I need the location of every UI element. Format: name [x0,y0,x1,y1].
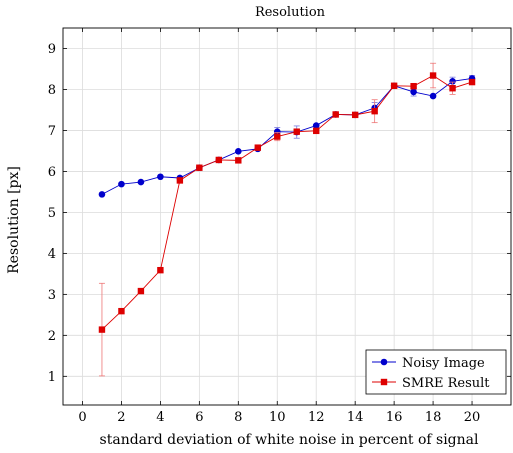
data-point-smre-result [332,111,339,118]
y-tick-label: 6 [48,165,56,180]
data-point-smre-result [157,266,164,274]
data-point-smre-result [137,287,145,295]
y-tick-label: 9 [48,42,56,57]
data-point-noisy-image [98,191,106,198]
grid [63,28,511,405]
y-tick-label: 8 [48,83,56,98]
plot-area [98,62,476,377]
legend-marker-smre [380,378,388,386]
y-tick-label: 1 [48,370,56,385]
data-point-smre-result [196,164,203,171]
legend-box [365,349,507,395]
data-point-smre-result [254,144,261,151]
y-tick-label: 4 [48,247,56,262]
data-point-noisy-image [410,88,417,96]
data-point-smre-result [215,156,223,164]
x-tick-label: 14 [347,410,364,425]
data-point-smre-result [449,85,456,92]
chart-title: Resolution [255,5,326,20]
x-tick-label: 6 [195,410,203,425]
data-point-smre-result [118,307,125,315]
series-line-smre-result [101,75,473,330]
x-tick-label: 2 [117,410,125,425]
x-tick-label: 8 [234,410,242,425]
x-tick-label: 18 [425,410,442,425]
x-tick-label: 12 [308,410,325,425]
data-point-noisy-image [137,178,145,186]
x-tick-label: 4 [156,410,164,425]
plot-frame [62,27,512,406]
x-tick-label: 10 [269,410,286,425]
data-point-smre-result [351,111,359,119]
data-point-smre-result [274,133,281,140]
data-point-smre-result [313,127,320,135]
data-point-smre-result [176,177,184,184]
y-tick-label: 7 [48,124,56,139]
x-axis-label: standard deviation of white noise in per… [100,432,479,448]
legend-label-noisy: Noisy Image [402,356,485,371]
data-point-noisy-image [312,122,320,129]
data-point-smre-result [293,128,300,135]
y-tick-label: 5 [48,206,56,221]
data-point-smre-result [390,82,398,89]
data-point-smre-result [429,72,437,79]
x-tick-label: 0 [78,410,86,425]
data-point-smre-result [98,326,106,333]
data-point-smre-result [235,157,242,164]
legend: Noisy Image SMRE Result [365,349,507,395]
data-point-noisy-image [449,77,456,85]
data-point-noisy-image [157,173,164,181]
x-tick-label: 20 [464,410,481,425]
x-tick-label: 16 [386,410,403,425]
data-point-noisy-image [118,180,125,188]
data-point-smre-result [468,78,476,86]
legend-label-smre: SMRE Result [402,376,490,391]
y-axis-label: Resolution [px] [6,166,22,274]
y-tick-label: 3 [48,288,56,303]
y-tick-label: 2 [48,329,56,344]
data-point-noisy-image [273,128,281,135]
data-point-noisy-image [429,92,437,100]
legend-marker-noisy [380,358,388,366]
data-point-noisy-image [235,148,242,155]
data-point-smre-result [410,82,417,90]
data-point-smre-result [371,107,378,115]
